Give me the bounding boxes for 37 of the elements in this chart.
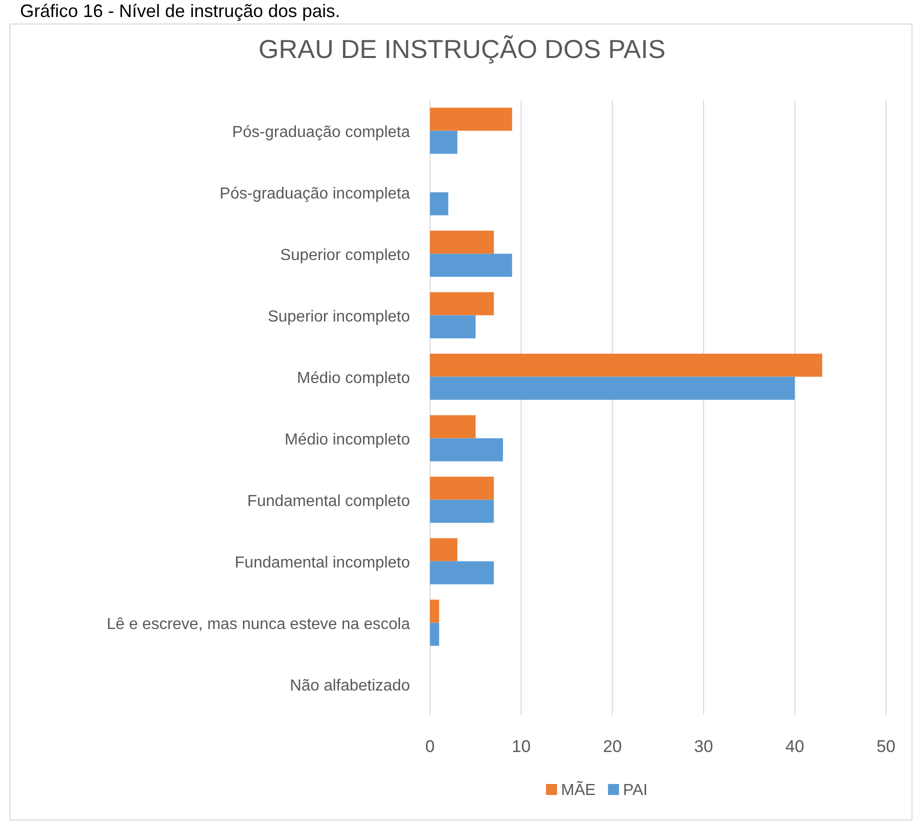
bar	[430, 500, 494, 523]
text: Gráfico 16 - Nível de instrução dos pais.	[20, 1, 340, 21]
bar	[430, 354, 822, 377]
bar	[430, 561, 494, 584]
x-tick-label: 10	[512, 737, 531, 756]
y-tick-label: Médio completo	[297, 370, 410, 387]
bar	[430, 292, 494, 316]
bar	[430, 415, 476, 438]
y-tick-label: Fundamental completo	[247, 492, 410, 510]
x-tick-label: 30	[694, 737, 714, 756]
y-tick-label: Superior incompleto	[268, 308, 410, 326]
bar	[430, 622, 440, 646]
bar	[430, 476, 494, 500]
y-tick-label: Pós-graduação completa	[232, 124, 410, 141]
y-tick-label: Médio incompleto	[284, 431, 410, 448]
bar	[430, 538, 458, 562]
bar	[430, 192, 448, 216]
legend-label: MÃE	[561, 780, 596, 799]
x-tick-label: 20	[602, 737, 622, 756]
bar	[430, 230, 494, 254]
bar	[430, 108, 512, 131]
bar	[430, 438, 503, 462]
bar	[430, 376, 795, 400]
bar	[430, 600, 440, 623]
x-tick-label: 50	[876, 737, 896, 756]
x-tick-label: 40	[785, 737, 804, 756]
x-tick-label: 0	[425, 737, 435, 756]
y-tick-label: Lê e escreve, mas nunca esteve na escola	[106, 616, 410, 633]
y-tick-label: Pós-graduação incompleta	[220, 185, 410, 202]
y-tick-label: Superior completo	[280, 246, 410, 264]
bar	[430, 254, 512, 277]
chart-title: GRAU DE INSTRUÇÃO DOS PAIS	[258, 34, 666, 64]
y-tick-label: Não alfabetizado	[290, 677, 410, 694]
bar	[430, 315, 476, 338]
bar	[430, 130, 458, 154]
y-tick-label: Fundamental incompleto	[234, 554, 410, 572]
legend-label: PAI	[623, 782, 648, 799]
